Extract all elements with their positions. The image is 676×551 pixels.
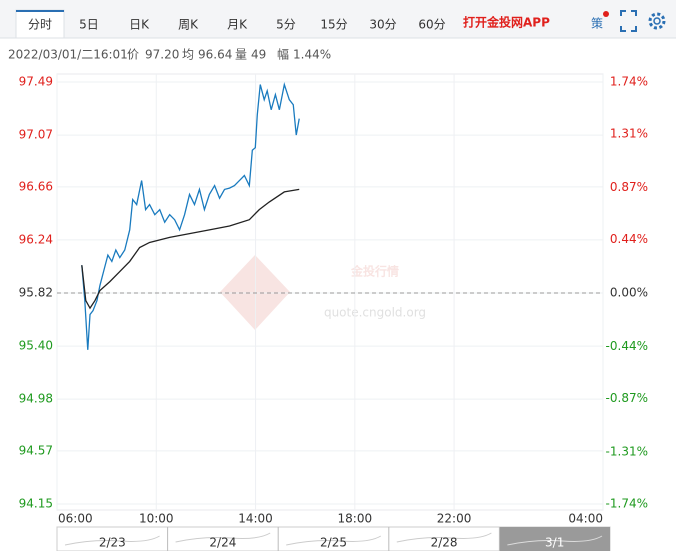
y2-tick-label: -0.87%: [606, 391, 648, 405]
tab[interactable]: 周K: [178, 18, 199, 32]
settings-icon-center: [653, 17, 661, 25]
y-tick-label: 94.57: [19, 443, 53, 457]
info-avg-label: 均: [182, 48, 194, 62]
info-range: 1.44%: [293, 48, 331, 62]
x-tick-label: 06:00: [58, 512, 93, 526]
navigator-label[interactable]: 2/23: [99, 536, 126, 550]
info-time: 2022/03/01/二16:01: [8, 48, 128, 62]
x-tick-label: 04:00: [568, 512, 603, 526]
y-tick-label: 94.98: [19, 392, 53, 406]
strategy-button[interactable]: 策: [591, 17, 603, 31]
watermark-title: 金投行情: [350, 264, 399, 279]
series-line: [81, 188, 300, 310]
toolbar-icons: [603, 10, 666, 32]
info-price: 97.20: [145, 48, 179, 62]
y2-tick-label: -1.31%: [606, 444, 648, 458]
toolbar: [0, 0, 676, 38]
settings-icon[interactable]: [648, 12, 666, 30]
y-tick-label: 96.24: [19, 232, 53, 246]
y-tick-label: 94.15: [19, 497, 53, 511]
navigator-sparkline: [175, 532, 271, 543]
tab[interactable]: 30分: [369, 18, 396, 32]
tab[interactable]: 分时: [28, 18, 52, 32]
notify-dot: [603, 11, 609, 17]
navigator-sparkline: [507, 535, 603, 546]
y-tick-label: 97.49: [19, 75, 53, 89]
y2-tick-label: 0.00%: [610, 286, 648, 300]
y-tick-label: 95.40: [19, 339, 53, 353]
navigator-label[interactable]: 2/25: [320, 536, 347, 550]
info-price-label: 价: [127, 48, 139, 62]
y2-tick-label: -0.44%: [606, 339, 648, 353]
y2-tick-label: 0.44%: [610, 232, 648, 246]
x-tick-label: 18:00: [338, 512, 373, 526]
active-tab-mark: [16, 10, 64, 12]
x-tick-label: 22:00: [437, 512, 472, 526]
y-tick-label: 97.07: [19, 128, 53, 142]
tab[interactable]: 日K: [129, 18, 150, 32]
app-link[interactable]: 打开金投网APP: [463, 15, 550, 30]
navigator-label[interactable]: 2/24: [209, 536, 236, 550]
info-range-label: 幅: [277, 47, 289, 62]
y2-tick-label: 0.87%: [610, 180, 648, 194]
navigator-selected[interactable]: [499, 527, 610, 551]
tab[interactable]: 月K: [227, 18, 248, 32]
y-tick-label: 95.82: [19, 286, 53, 300]
navigator-sparkline: [64, 535, 160, 546]
info-avg: 96.64: [198, 48, 232, 62]
navigator-label[interactable]: 2/28: [431, 536, 458, 550]
x-tick-label: 14:00: [238, 512, 273, 526]
info-volume-label: 量: [235, 48, 247, 62]
y2-tick-label: -1.74%: [606, 497, 648, 511]
plot-frame: [56, 73, 604, 511]
tab[interactable]: 5分: [276, 18, 296, 32]
watermark-url: quote.cngold.org: [324, 306, 426, 320]
navigator-sparkline: [396, 532, 492, 543]
x-tick-label: 10:00: [139, 512, 174, 526]
info-volume: 49: [251, 48, 266, 62]
navigator-label[interactable]: 3/1: [545, 536, 564, 550]
y2-tick-label: 1.74%: [610, 75, 648, 89]
y-tick-label: 96.66: [19, 179, 53, 193]
tab[interactable]: 15分: [320, 18, 347, 32]
fullscreen-icon[interactable]: [620, 10, 637, 32]
tab[interactable]: 5日: [79, 18, 99, 32]
tab[interactable]: 60分: [418, 18, 445, 32]
navigator-sparkline: [286, 535, 382, 546]
y2-tick-label: 1.31%: [610, 127, 648, 141]
series-line: [81, 81, 300, 350]
